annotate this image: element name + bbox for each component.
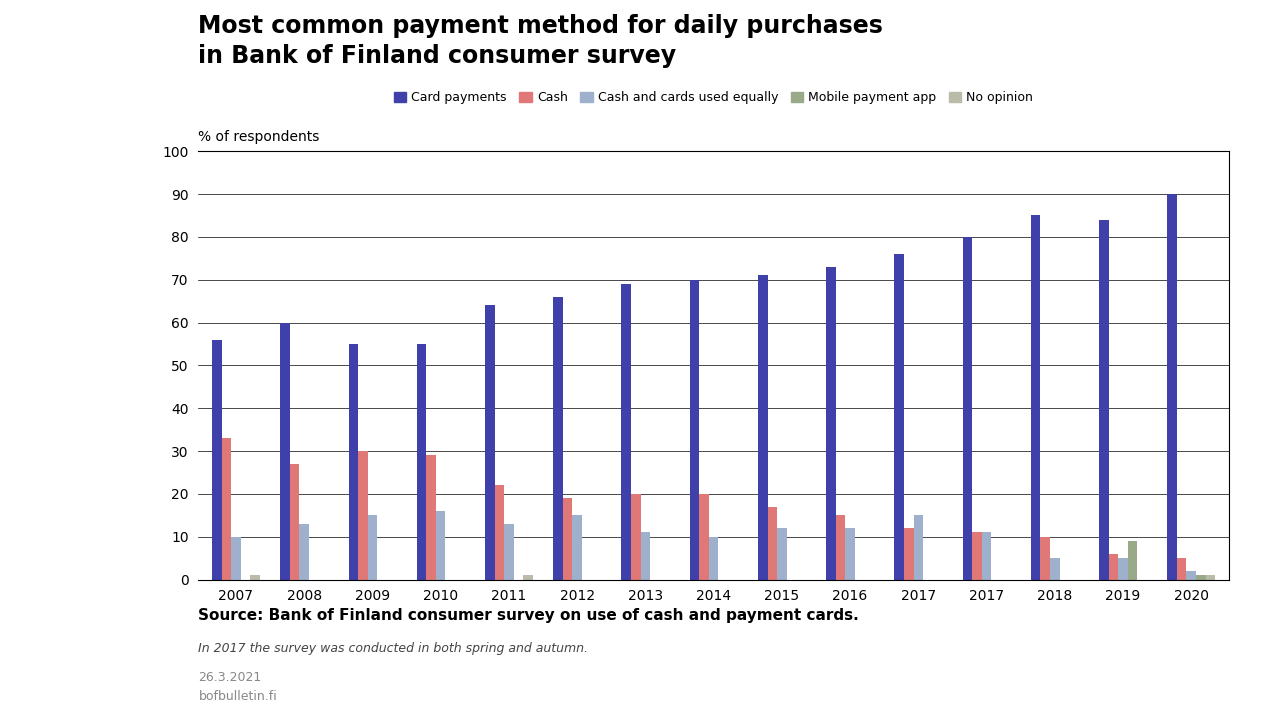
Bar	[221, 438, 232, 580]
Bar	[1030, 215, 1041, 580]
Bar	[1128, 541, 1138, 580]
Bar	[436, 511, 445, 580]
Bar	[426, 455, 436, 580]
Bar	[1100, 220, 1108, 580]
Bar	[280, 323, 289, 580]
Bar	[563, 498, 572, 580]
Bar	[777, 528, 787, 580]
Bar	[1108, 554, 1119, 580]
Bar	[572, 516, 582, 580]
Bar	[768, 507, 777, 580]
Bar	[1196, 575, 1206, 580]
Bar	[251, 575, 260, 580]
Text: Most common payment method for daily purchases
in Bank of Finland consumer surve: Most common payment method for daily pur…	[198, 14, 883, 68]
Bar	[1050, 558, 1060, 580]
Bar	[709, 537, 718, 580]
Bar	[1206, 575, 1215, 580]
Text: bofbulletin.fi: bofbulletin.fi	[198, 690, 278, 703]
Bar	[1167, 194, 1176, 580]
Legend: Card payments, Cash, Cash and cards used equally, Mobile payment app, No opinion: Card payments, Cash, Cash and cards used…	[394, 91, 1033, 104]
Bar	[212, 340, 221, 580]
Bar	[914, 516, 923, 580]
Bar	[836, 516, 845, 580]
Bar	[973, 533, 982, 580]
Bar	[690, 279, 699, 580]
Bar	[699, 494, 709, 580]
Bar	[1176, 558, 1187, 580]
Bar	[1119, 558, 1128, 580]
Bar	[758, 276, 768, 580]
Bar	[524, 575, 532, 580]
Bar	[826, 267, 836, 580]
Bar	[1041, 537, 1050, 580]
Text: In 2017 the survey was conducted in both spring and autumn.: In 2017 the survey was conducted in both…	[198, 642, 589, 655]
Bar	[485, 305, 494, 580]
Bar	[358, 451, 367, 580]
Bar	[553, 297, 563, 580]
Bar	[845, 528, 855, 580]
Bar	[367, 516, 378, 580]
Bar	[348, 344, 358, 580]
Bar	[417, 344, 426, 580]
Bar	[904, 528, 914, 580]
Bar	[494, 485, 504, 580]
Bar	[504, 524, 513, 580]
Bar	[631, 494, 640, 580]
Bar	[1187, 571, 1196, 580]
Bar	[232, 537, 241, 580]
Bar	[300, 524, 308, 580]
Bar	[640, 533, 650, 580]
Bar	[963, 237, 973, 580]
Text: 26.3.2021: 26.3.2021	[198, 671, 261, 684]
Bar	[289, 464, 300, 580]
Bar	[622, 284, 631, 580]
Bar	[895, 254, 904, 580]
Bar	[982, 533, 991, 580]
Text: Source: Bank of Finland consumer survey on use of cash and payment cards.: Source: Bank of Finland consumer survey …	[198, 608, 859, 624]
Text: % of respondents: % of respondents	[198, 130, 320, 144]
